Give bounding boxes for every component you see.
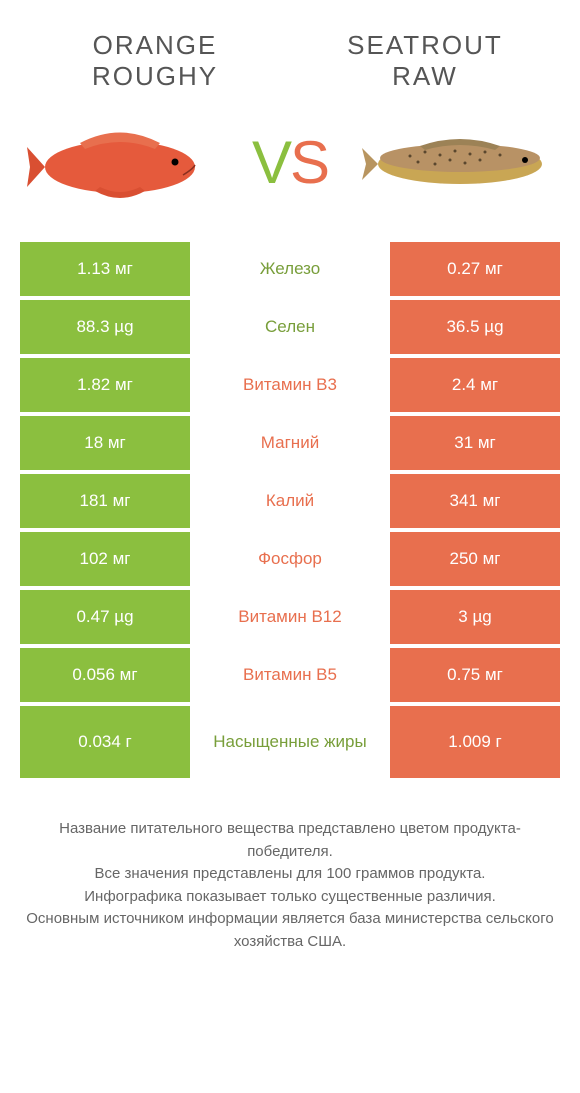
right-value: 2.4 мг bbox=[390, 358, 560, 412]
right-value: 0.75 мг bbox=[390, 648, 560, 702]
nutrient-label: Витамин B3 bbox=[190, 358, 390, 412]
left-value: 18 мг bbox=[20, 416, 190, 470]
table-row: 1.82 мгВитамин B32.4 мг bbox=[20, 358, 560, 412]
left-value: 88.3 µg bbox=[20, 300, 190, 354]
right-value: 341 мг bbox=[390, 474, 560, 528]
left-value: 0.056 мг bbox=[20, 648, 190, 702]
left-value: 102 мг bbox=[20, 532, 190, 586]
left-value: 0.034 г bbox=[20, 706, 190, 778]
header: ORANGE ROUGHY SEATROUT RAW bbox=[0, 0, 580, 102]
right-value: 36.5 µg bbox=[390, 300, 560, 354]
table-row: 0.056 мгВитамин B50.75 мг bbox=[20, 648, 560, 702]
footer-line: Основным источником информации является … bbox=[20, 908, 560, 953]
left-fish-icon bbox=[20, 112, 220, 212]
left-value: 0.47 µg bbox=[20, 590, 190, 644]
table-row: 18 мгМагний31 мг bbox=[20, 416, 560, 470]
left-title: ORANGE ROUGHY bbox=[55, 30, 255, 92]
comparison-table: 1.13 мгЖелезо0.27 мг88.3 µgСелен36.5 µg1… bbox=[20, 242, 560, 778]
right-value: 0.27 мг bbox=[390, 242, 560, 296]
nutrient-label: Витамин B12 bbox=[190, 590, 390, 644]
vs-s: S bbox=[290, 129, 328, 196]
vs-v: V bbox=[252, 129, 290, 196]
footer-line: Название питательного вещества представл… bbox=[20, 818, 560, 863]
right-value: 31 мг bbox=[390, 416, 560, 470]
nutrient-label: Магний bbox=[190, 416, 390, 470]
footer-notes: Название питательного вещества представл… bbox=[20, 818, 560, 953]
table-row: 1.13 мгЖелезо0.27 мг bbox=[20, 242, 560, 296]
table-row: 0.034 гНасыщенные жиры1.009 г bbox=[20, 706, 560, 778]
footer-line: Все значения представлены для 100 граммо… bbox=[20, 863, 560, 886]
nutrient-label: Насыщенные жиры bbox=[190, 706, 390, 778]
left-value: 181 мг bbox=[20, 474, 190, 528]
right-value: 1.009 г bbox=[390, 706, 560, 778]
nutrient-label: Фосфор bbox=[190, 532, 390, 586]
right-value: 250 мг bbox=[390, 532, 560, 586]
table-row: 181 мгКалий341 мг bbox=[20, 474, 560, 528]
table-row: 0.47 µgВитамин B123 µg bbox=[20, 590, 560, 644]
right-value: 3 µg bbox=[390, 590, 560, 644]
table-row: 88.3 µgСелен36.5 µg bbox=[20, 300, 560, 354]
right-title: SEATROUT RAW bbox=[325, 30, 525, 92]
vs-label: VS bbox=[252, 128, 328, 197]
nutrient-label: Железо bbox=[190, 242, 390, 296]
footer-line: Инфографика показывает только существенн… bbox=[20, 886, 560, 909]
nutrient-label: Калий bbox=[190, 474, 390, 528]
left-value: 1.13 мг bbox=[20, 242, 190, 296]
table-row: 102 мгФосфор250 мг bbox=[20, 532, 560, 586]
images-row: VS bbox=[0, 102, 580, 242]
left-value: 1.82 мг bbox=[20, 358, 190, 412]
right-fish-icon bbox=[360, 112, 560, 212]
nutrient-label: Витамин B5 bbox=[190, 648, 390, 702]
nutrient-label: Селен bbox=[190, 300, 390, 354]
